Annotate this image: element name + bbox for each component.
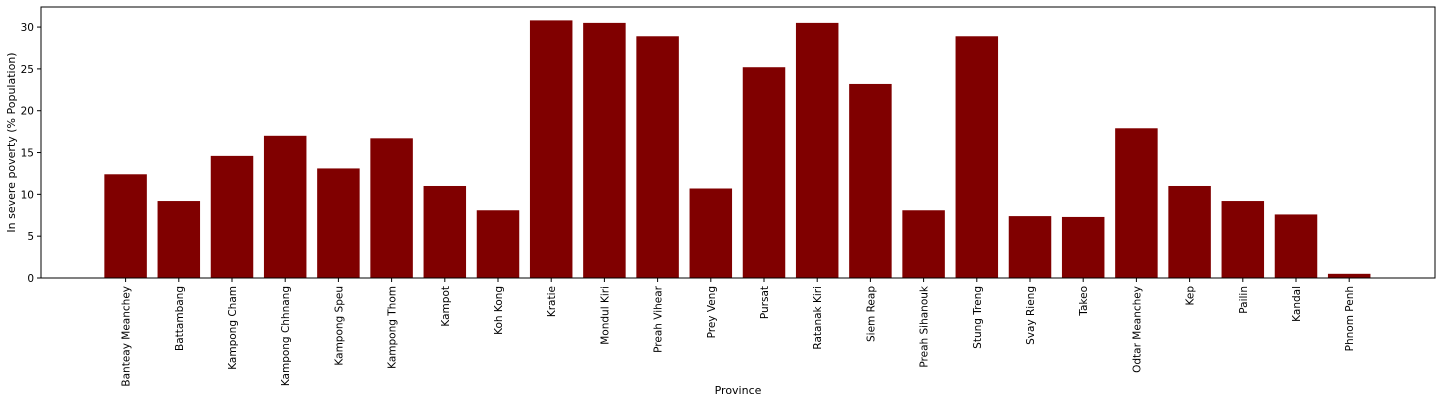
bar-3 [263,135,307,278]
x-axis: Banteay Meanchey Battambang Kampong Cham Ka… [121,278,1356,387]
bar-23 [1327,273,1371,278]
x-tick-label-13: Ratanak Kiri [812,286,824,350]
plot-frame [40,6,1436,279]
x-tick-label-10: Preah Vihear [653,285,665,353]
x-tick-label-11: Prey Veng [706,286,718,338]
bar-22 [1274,214,1318,278]
bar-14 [849,83,892,278]
bar-15 [902,210,945,278]
y-axis-label: In severe poverty (% Population) [5,52,18,232]
bar-16 [955,36,999,278]
y-tick-label-0: 0 [27,273,34,285]
bar-10 [636,36,679,278]
x-tick-label-17: Svay Rieng [1025,286,1037,345]
bars-group [104,20,1371,278]
x-tick-label-18: Takeo [1078,286,1090,317]
bar-6 [423,185,467,278]
bar-9 [583,22,626,278]
bar-4 [317,168,360,278]
bar-5 [370,138,413,278]
x-tick-label-15: Preah Sihanouk [919,285,931,368]
bar-20 [1168,185,1211,278]
x-tick-label-4: Kampong Speu [333,286,345,366]
y-tick-label-3: 15 [21,148,34,160]
bar-0 [104,174,147,278]
x-tick-label-9: Mondul Kiri [599,286,611,345]
x-tick-label-19: Odtar Meanchey [1131,286,1143,373]
y-tick-label-1: 5 [27,231,34,243]
y-tick-label-4: 20 [21,106,34,118]
x-tick-label-12: Pursat [759,286,771,319]
x-tick-label-22: Kandal [1291,286,1303,322]
x-tick-label-1: Battambang [174,286,186,351]
bar-21 [1221,201,1265,278]
x-tick-label-16: Stung Treng [972,286,984,349]
bar-17 [1008,216,1052,278]
x-tick-label-6: Kampot [440,286,452,327]
bar-1 [157,201,201,278]
bar-13 [795,22,839,278]
y-axis: 0 5 10 15 20 25 30 [21,22,41,285]
y-tick-label-5: 25 [21,64,34,76]
x-axis-label: Province [715,384,762,397]
x-tick-label-2: Kampong Cham [227,286,239,370]
bar-12 [742,67,786,278]
x-tick-label-21: Pailin [1238,286,1250,314]
x-tick-label-14: Siem Reap [865,286,877,342]
x-tick-label-5: Kampong Thom [387,286,399,369]
x-tick-label-7: Koh Kong [493,286,505,335]
bar-2 [210,155,254,278]
bar-7 [476,210,520,278]
y-tick-label-6: 30 [21,22,34,34]
x-tick-label-23: Phnom Penh [1344,286,1356,351]
bar-8 [529,20,573,278]
y-tick-label-2: 10 [21,189,34,201]
x-tick-label-20: Kep [1185,286,1197,306]
bar-19 [1115,128,1158,278]
x-tick-label-8: Kratie [546,286,558,317]
x-tick-label-3: Kampong Chhnang [280,286,292,386]
x-tick-label-0: Banteay Meanchey [121,286,133,387]
bar-18 [1061,216,1105,278]
bar-11 [689,188,733,278]
